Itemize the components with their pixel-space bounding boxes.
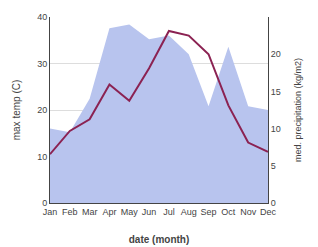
svg-text:15: 15 [271, 87, 281, 97]
svg-text:Sep: Sep [201, 207, 217, 217]
svg-text:Feb: Feb [62, 207, 78, 217]
svg-text:May: May [121, 207, 139, 217]
svg-text:10: 10 [37, 152, 47, 162]
svg-text:20: 20 [37, 105, 47, 115]
svg-text:med. precipitation (kg/m2): med. precipitation (kg/m2) [293, 58, 303, 162]
svg-text:Jul: Jul [163, 207, 175, 217]
svg-text:Mar: Mar [82, 207, 98, 217]
svg-text:Aug: Aug [181, 207, 197, 217]
svg-text:Oct: Oct [221, 207, 236, 217]
svg-text:max temp (C): max temp (C) [11, 80, 22, 141]
svg-text:0: 0 [42, 198, 47, 208]
svg-text:20: 20 [271, 49, 281, 59]
svg-text:Apr: Apr [102, 207, 116, 217]
svg-text:40: 40 [37, 12, 47, 22]
svg-text:date (month): date (month) [129, 234, 190, 245]
svg-text:Dec: Dec [260, 207, 277, 217]
svg-text:0: 0 [271, 198, 276, 208]
svg-text:10: 10 [271, 124, 281, 134]
svg-text:Jun: Jun [142, 207, 157, 217]
svg-text:Jan: Jan [43, 207, 58, 217]
svg-text:5: 5 [271, 161, 276, 171]
svg-text:30: 30 [37, 59, 47, 69]
svg-text:Nov: Nov [240, 207, 257, 217]
